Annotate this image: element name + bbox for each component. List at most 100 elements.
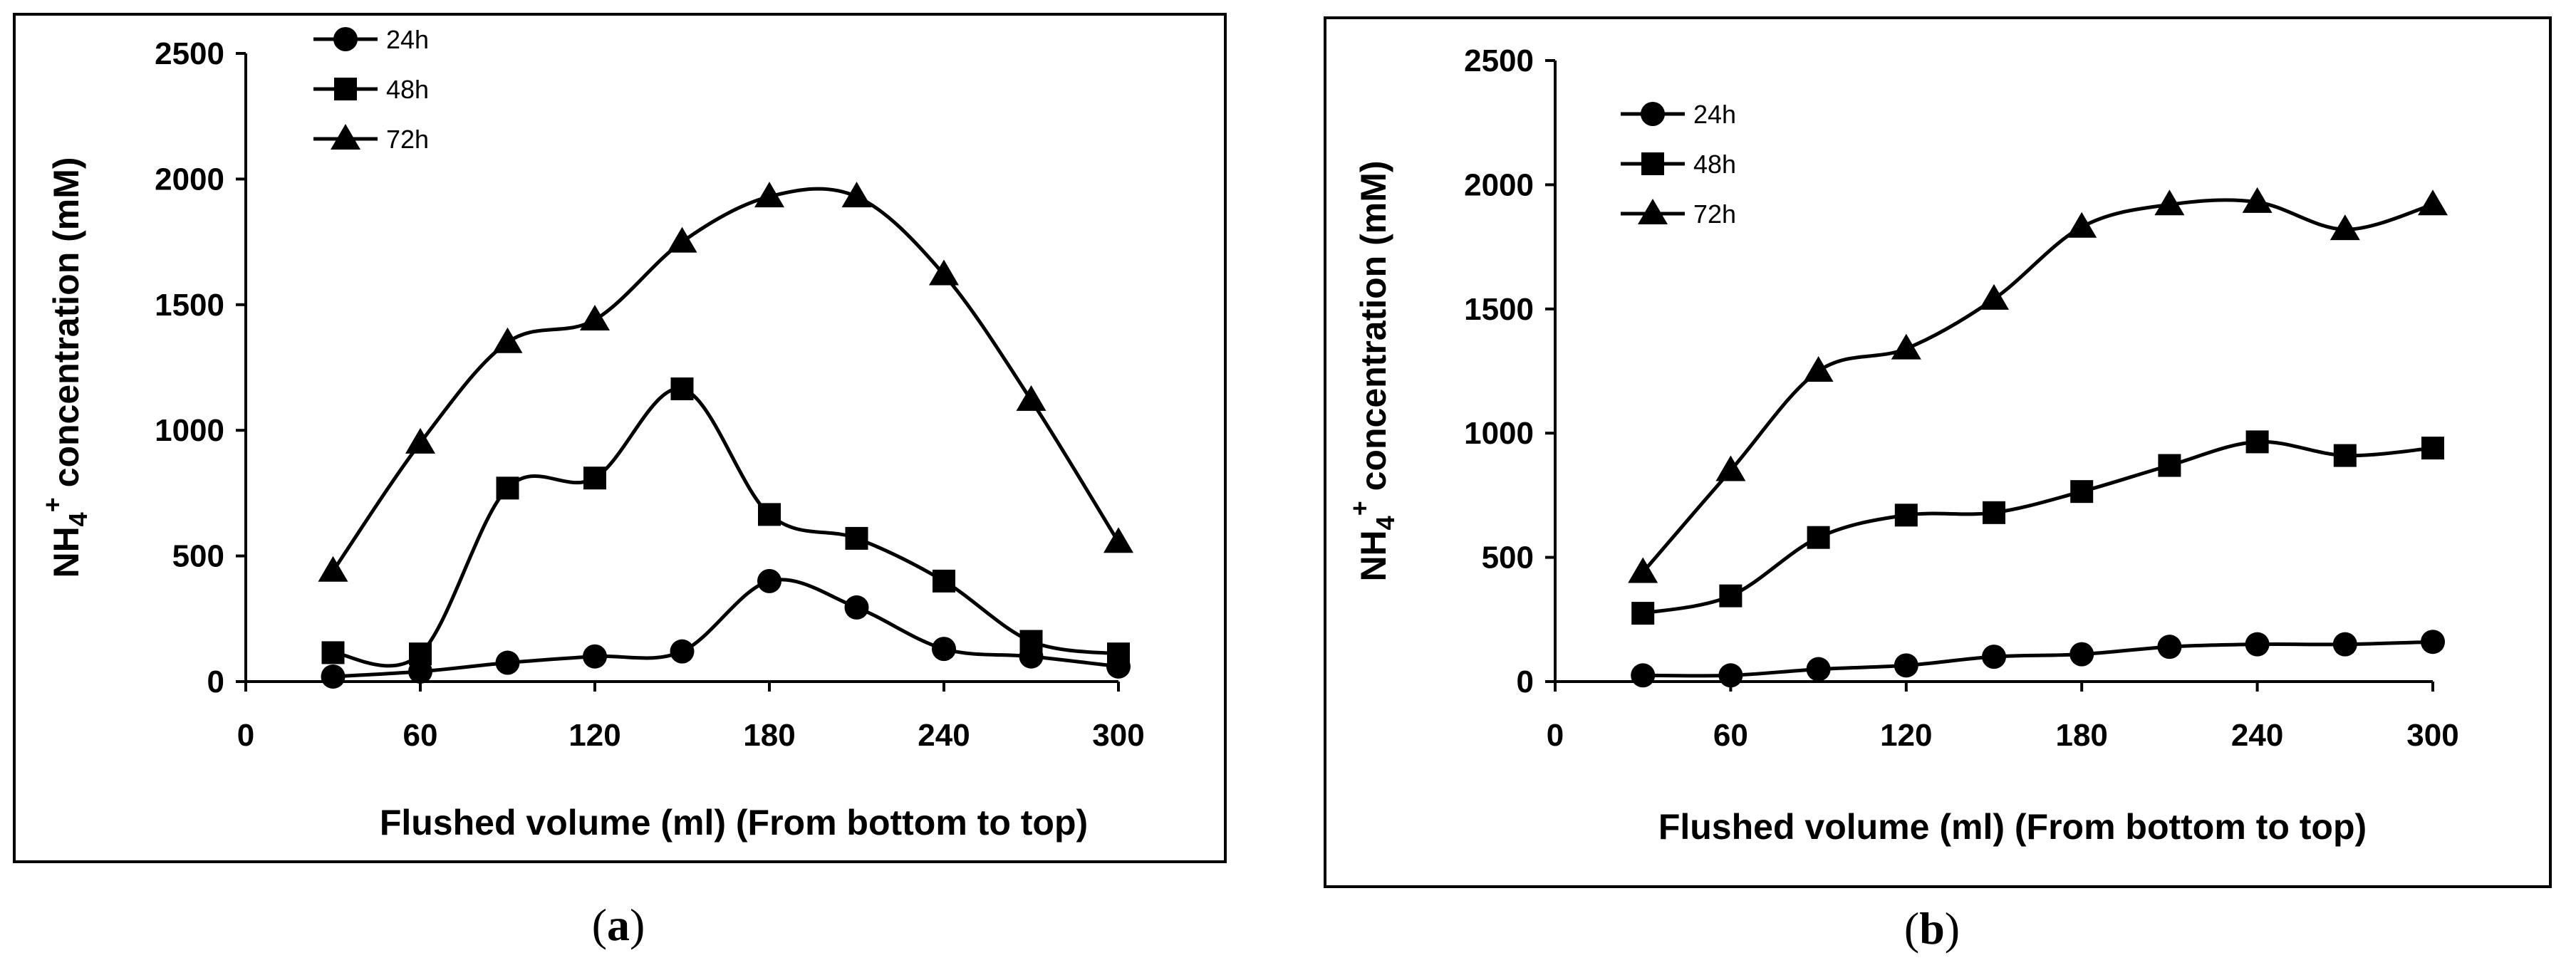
data-point-48h <box>1983 501 2005 524</box>
x-tick-label: 120 <box>568 718 620 753</box>
data-point-72h <box>667 226 697 253</box>
x-tick-label: 240 <box>2231 718 2283 753</box>
legend-label: 24h <box>386 25 429 54</box>
x-tick-label: 180 <box>743 718 795 753</box>
legend-entry-24h: 24h <box>1621 100 1736 129</box>
data-point-24h <box>1631 663 1656 688</box>
data-point-48h <box>933 569 955 593</box>
data-point-24h <box>2421 630 2445 655</box>
data-point-48h <box>758 503 781 526</box>
data-point-48h <box>2421 437 2444 460</box>
y-tick-label: 2500 <box>155 36 224 71</box>
x-tick-label: 300 <box>1092 718 1144 753</box>
data-point-48h <box>321 641 345 664</box>
chart-panel-b: 0 500 1000 1500 2000 2500 0 60 120 180 240 300 Flush… <box>1324 16 2552 954</box>
legend-entry-72h: 72h <box>313 124 429 154</box>
panel-frame <box>13 13 1227 863</box>
legend-entry-48h: 48h <box>1621 150 1736 179</box>
legend-label: 24h <box>1693 100 1736 129</box>
x-axis-label: Flushed volume (ml) (From bottom to top) <box>1658 807 2367 847</box>
data-point-72h <box>1891 333 1921 360</box>
series-24h <box>1631 630 2445 688</box>
x-tick-label: 120 <box>1880 718 1932 753</box>
legend-label: 72h <box>1693 199 1736 229</box>
x-tick-label: 180 <box>2055 718 2107 753</box>
x-tick-label: 60 <box>1713 718 1748 753</box>
x-tick-label: 0 <box>237 718 254 753</box>
data-point-48h <box>1807 526 1830 549</box>
data-point-24h <box>1894 653 1918 678</box>
data-point-24h <box>670 639 695 664</box>
data-point-72h <box>929 259 959 286</box>
series-line-24h <box>333 578 1119 679</box>
y-tick-label: 0 <box>207 664 224 699</box>
y-tick-label: 2000 <box>1464 167 1534 202</box>
data-point-72h <box>1803 356 1834 382</box>
y-tick-label: 1500 <box>1464 292 1534 327</box>
legend-entry-72h: 72h <box>1621 199 1736 229</box>
legend-entry-24h: 24h <box>313 25 429 54</box>
data-point-24h <box>932 637 956 662</box>
x-axis-label: Flushed volume (ml) (From bottom to top) <box>380 803 1088 843</box>
series-line-72h <box>1641 198 2434 574</box>
data-point-72h <box>2154 189 2185 216</box>
legend-marker-24h <box>1641 102 1665 126</box>
data-point-72h <box>1715 455 1746 481</box>
data-point-48h <box>1107 642 1130 666</box>
data-point-48h <box>1631 602 1655 625</box>
legend-marker-24h <box>333 27 358 51</box>
data-point-48h <box>845 526 868 550</box>
data-point-48h <box>496 476 519 500</box>
y-tick-label: 1000 <box>1464 416 1534 451</box>
series-line-48h <box>1642 439 2434 615</box>
data-point-24h <box>2157 635 2182 659</box>
data-point-72h <box>2418 189 2448 216</box>
series-line-24h <box>1643 640 2434 678</box>
data-point-72h <box>1016 385 1046 411</box>
data-point-48h <box>409 642 432 666</box>
data-point-48h <box>670 377 694 400</box>
data-point-72h <box>841 182 872 208</box>
legend-marker-72h <box>1638 199 1668 224</box>
data-point-24h <box>1806 657 1831 682</box>
data-point-24h <box>495 650 520 675</box>
y-tick-label: 2000 <box>155 162 224 197</box>
data-point-48h <box>583 466 606 490</box>
y-tick-label: 2500 <box>1464 43 1534 78</box>
panel-caption: (b) <box>1904 903 1960 954</box>
series-48h <box>321 377 1130 668</box>
series-line-72h <box>331 187 1121 573</box>
data-point-24h <box>321 664 346 689</box>
data-point-24h <box>2245 632 2270 657</box>
y-axis-label: NH4+ concentration (mM) <box>38 157 93 578</box>
series-72h <box>1628 187 2448 583</box>
data-point-24h <box>1982 645 2006 669</box>
data-point-72h <box>492 327 523 353</box>
legend-entry-48h: 48h <box>313 75 429 104</box>
y-axis-label: NH4+ concentration (mM) <box>1345 160 1400 581</box>
data-point-72h <box>754 182 784 208</box>
data-point-72h <box>580 304 610 330</box>
data-point-72h <box>2330 214 2360 241</box>
y-tick-label: 1000 <box>155 413 224 448</box>
legend-label: 48h <box>1693 150 1736 179</box>
data-point-72h <box>2067 212 2097 238</box>
y-tick-label: 500 <box>1482 541 1534 575</box>
series-line-48h <box>333 387 1119 668</box>
data-point-24h <box>2069 642 2094 667</box>
legend-marker-48h <box>1641 152 1664 175</box>
data-point-48h <box>1894 504 1918 527</box>
data-point-72h <box>1103 527 1133 553</box>
data-point-24h <box>408 659 432 684</box>
y-tick-label: 0 <box>1517 664 1534 699</box>
data-point-48h <box>2245 430 2269 454</box>
data-point-48h <box>2158 454 2181 477</box>
data-point-48h <box>2070 480 2094 504</box>
series-72h <box>318 182 1133 582</box>
legend-label: 72h <box>386 125 429 154</box>
panel-frame <box>1324 16 2552 888</box>
legend-marker-48h <box>334 78 357 100</box>
data-point-72h <box>405 427 435 454</box>
data-point-24h <box>757 568 781 593</box>
